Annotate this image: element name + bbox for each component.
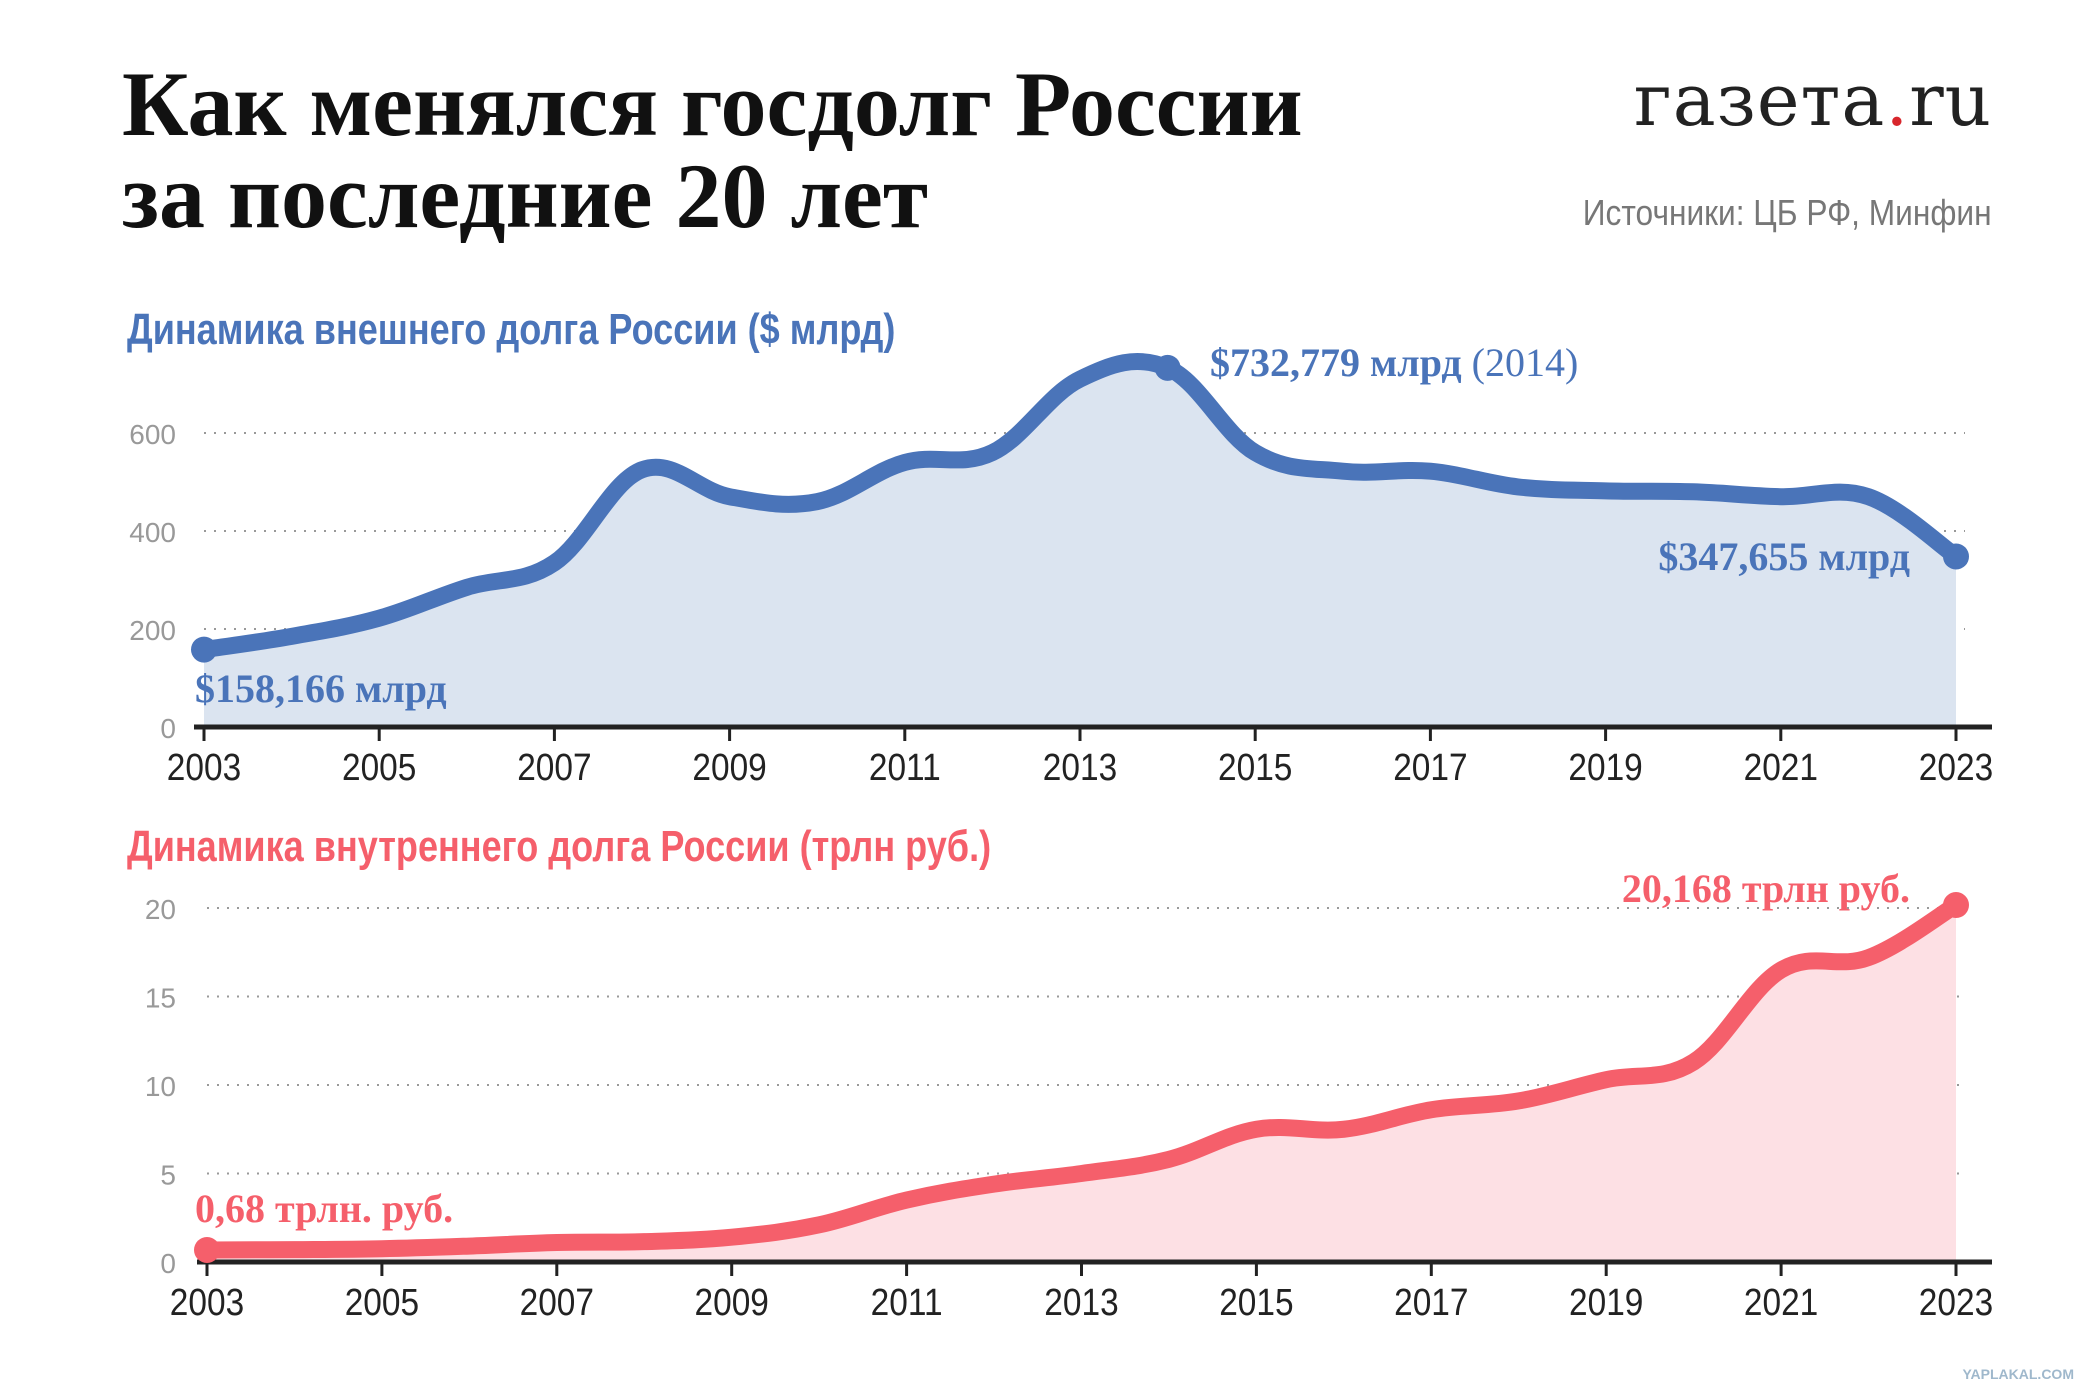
annotation-peak-year: (2014)	[1462, 340, 1579, 385]
x-tick-label: 2017	[1394, 1281, 1468, 1323]
y-tick-label: 600	[129, 419, 176, 450]
area-fill	[207, 905, 1956, 1262]
x-tick-label: 2007	[520, 1281, 594, 1323]
x-tick-label: 2009	[692, 746, 766, 788]
x-tick-label: 2011	[869, 746, 941, 788]
x-tick-label: 2011	[871, 1281, 943, 1323]
y-tick-label: 0	[160, 1248, 176, 1279]
end-marker	[1943, 543, 1969, 570]
x-tick-label: 2007	[517, 746, 591, 788]
y-tick-label: 400	[129, 517, 176, 548]
annotation-end: $347,655 млрд	[1658, 534, 1910, 579]
annotation-peak: $732,779 млрд (2014)	[1210, 340, 1578, 385]
y-tick-label: 5	[160, 1160, 176, 1191]
y-tick-label: 200	[129, 615, 176, 646]
source-note: Источники: ЦБ РФ, Минфин	[1583, 192, 1992, 233]
annotation-end: 20,168 трлн руб.	[1622, 866, 1910, 911]
chart2-title: Динамика внутреннего долга России (трлн …	[127, 822, 992, 871]
title-line-1: Как менялся госдолг России	[122, 53, 1303, 155]
y-tick-label: 15	[145, 983, 176, 1014]
annotation-start: $158,166 млрд	[195, 666, 447, 711]
y-tick-label: 10	[145, 1071, 176, 1102]
y-tick-label: 0	[160, 713, 176, 744]
x-tick-label: 2013	[1044, 1281, 1118, 1323]
logo: газета.ru	[1634, 58, 1992, 142]
watermark: YAPLAKAL.COM	[1962, 1366, 2075, 1382]
page-title: Как менялся госдолг России за последние …	[122, 58, 1303, 242]
x-tick-label: 2019	[1569, 1281, 1643, 1323]
x-tick-label: 2015	[1218, 746, 1292, 788]
start-marker	[194, 1236, 220, 1263]
peak-marker	[1154, 354, 1181, 381]
title-line-2: за последние 20 лет	[122, 145, 929, 247]
x-tick-label: 2005	[342, 746, 416, 788]
x-tick-label: 2015	[1219, 1281, 1293, 1323]
x-tick-label: 2023	[1919, 1281, 1993, 1323]
x-tick-label: 2019	[1568, 746, 1642, 788]
annotation-start: 0,68 трлн. руб.	[195, 1186, 453, 1231]
y-tick-label: 20	[145, 894, 176, 925]
x-tick-label: 2009	[695, 1281, 769, 1323]
start-marker	[191, 636, 217, 663]
x-tick-label: 2013	[1043, 746, 1117, 788]
x-tick-label: 2023	[1919, 746, 1993, 788]
x-tick-label: 2003	[170, 1281, 244, 1323]
chart1-title: Динамика внешнего долга России ($ млрд)	[127, 305, 896, 354]
x-tick-label: 2005	[345, 1281, 419, 1323]
x-tick-label: 2021	[1744, 746, 1818, 788]
area-fill	[204, 361, 1956, 727]
x-tick-label: 2021	[1744, 1281, 1818, 1323]
x-tick-label: 2017	[1393, 746, 1467, 788]
x-tick-label: 2003	[167, 746, 241, 788]
end-marker	[1943, 892, 1969, 919]
